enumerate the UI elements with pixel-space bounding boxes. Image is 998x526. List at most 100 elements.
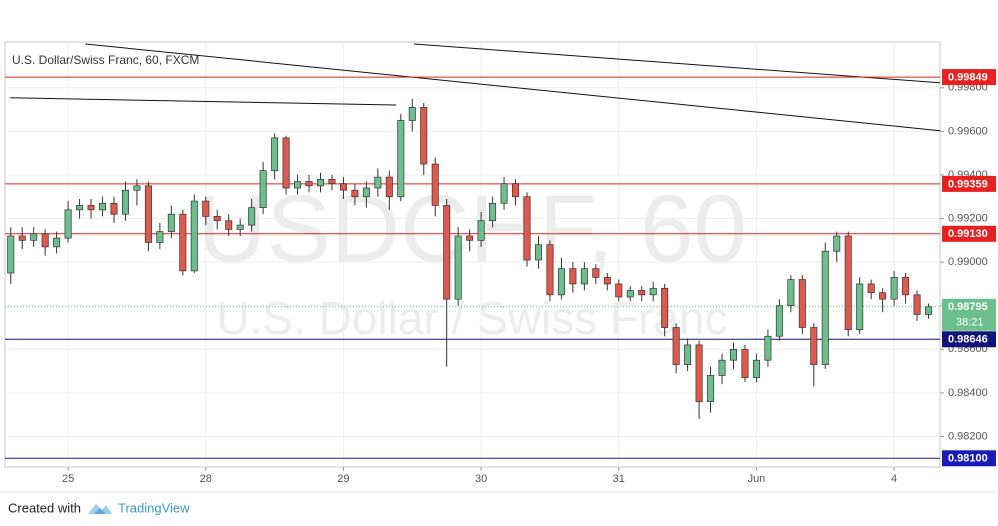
trend-line — [413, 43, 940, 84]
candle-body — [248, 207, 256, 226]
candle-body — [110, 202, 118, 215]
y-tick-label: 0.99600 — [948, 125, 988, 137]
level-label: 0.99130 — [948, 228, 988, 240]
candle-body — [925, 306, 933, 315]
y-tick-label: 0.99200 — [948, 212, 988, 224]
x-tick-label: 30 — [475, 473, 487, 485]
level-label: 0.99359 — [948, 178, 988, 190]
candle-body — [156, 231, 164, 243]
x-tick-label: 4 — [891, 473, 897, 485]
candle-body — [902, 277, 910, 296]
candle-body — [64, 209, 72, 239]
plot-frame — [4, 41, 941, 468]
candle-body — [351, 189, 359, 198]
candle-body — [856, 283, 864, 331]
trend-line — [85, 43, 940, 132]
candle-body — [741, 348, 749, 378]
drawings — [5, 43, 940, 459]
candle-body — [339, 183, 347, 191]
candle-body — [385, 176, 393, 198]
candle-body — [282, 137, 290, 189]
candle-body — [236, 224, 244, 230]
candle-body — [695, 344, 703, 402]
candle-body — [775, 305, 783, 337]
candle-body — [41, 233, 49, 248]
candle-body — [603, 277, 611, 285]
candle-body — [534, 244, 542, 261]
candle-body — [305, 181, 313, 187]
candle-body — [144, 185, 152, 243]
candle-body — [408, 107, 416, 121]
candle-body — [202, 200, 210, 217]
candle-body — [580, 268, 588, 285]
candle-body — [787, 279, 795, 307]
candle-body — [443, 205, 451, 300]
candle-body — [546, 244, 554, 296]
candles — [7, 98, 933, 420]
candle-body — [30, 233, 38, 241]
last-price-label: 0.98795 — [948, 301, 988, 313]
candle-body — [420, 107, 428, 165]
candle-body — [259, 170, 267, 208]
countdown: 38:21 — [956, 317, 984, 329]
candle-body — [167, 213, 175, 232]
candle-body — [18, 235, 26, 241]
level-tag — [942, 450, 996, 467]
candle-body — [833, 235, 841, 252]
candle-body — [867, 283, 875, 293]
tradingview-logo — [88, 504, 112, 514]
candle-body — [466, 235, 474, 241]
y-tick-label: 0.98400 — [948, 387, 988, 399]
y-tick-label: 0.98200 — [948, 430, 988, 442]
candle-body — [397, 120, 405, 198]
candle-body — [87, 205, 95, 211]
candle-body — [684, 344, 692, 365]
footer-text: Created with — [8, 500, 81, 515]
candle-body — [431, 163, 439, 206]
level-label: 0.98100 — [948, 453, 988, 465]
candle-body — [649, 287, 657, 296]
axis: 0.982000.984000.986000.988000.990000.992… — [62, 69, 996, 485]
candle-body — [592, 268, 600, 278]
candle-body — [190, 200, 198, 272]
footer-brand[interactable]: TradingView — [118, 500, 190, 515]
watermark-subtitle: U.S. Dollar / Swiss Franc — [216, 292, 727, 344]
candle-body — [374, 176, 382, 189]
candle-body — [764, 335, 772, 361]
candle-body — [879, 292, 887, 300]
x-tick-label: Jun — [748, 473, 766, 485]
level-tag — [942, 225, 996, 242]
watermark: USDCHF, 60 — [197, 175, 746, 282]
chart-title: U.S. Dollar/Swiss Franc, 60, FXCM — [12, 53, 199, 67]
candle-body — [638, 290, 646, 296]
candle-body — [489, 202, 497, 222]
candle-body — [798, 279, 806, 328]
candle-body — [53, 237, 61, 248]
candle-body — [890, 277, 898, 300]
candle-body — [500, 183, 508, 204]
level-tag — [942, 331, 996, 348]
candle-body — [615, 283, 623, 298]
x-tick-label: 31 — [613, 473, 625, 485]
candle-body — [121, 189, 129, 215]
candle-body — [477, 220, 485, 241]
level-tag — [942, 69, 996, 86]
candle-body — [821, 250, 829, 365]
candle-body — [328, 178, 336, 185]
candle-body — [225, 220, 233, 230]
candle-body — [99, 202, 107, 211]
level-label: 0.99849 — [948, 71, 988, 83]
candle-body — [718, 359, 726, 376]
candle-body — [626, 290, 634, 298]
x-tick-label: 29 — [337, 473, 349, 485]
candle-body — [557, 268, 565, 296]
candle-body — [913, 294, 921, 315]
candle-body — [752, 359, 760, 378]
last-price-tag — [942, 298, 996, 331]
candle-body — [729, 348, 738, 361]
candle-body — [179, 213, 187, 272]
candle-body — [810, 327, 818, 365]
candle-body — [844, 235, 852, 331]
candle-body — [362, 187, 370, 198]
